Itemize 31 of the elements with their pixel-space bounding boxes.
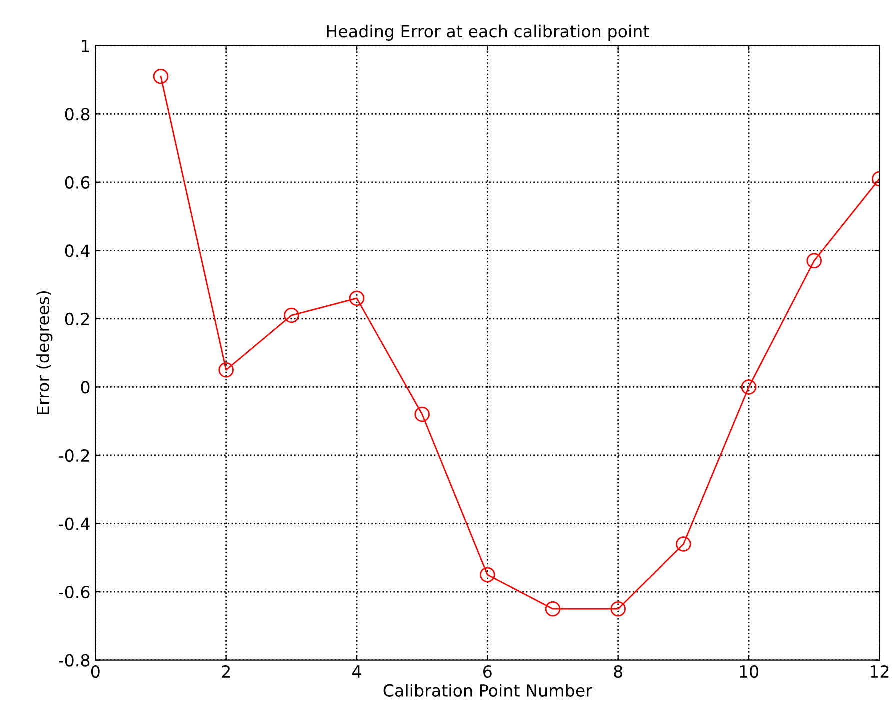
y-tick-label: -0.6 (59, 586, 90, 599)
x-tick-label: 4 (352, 666, 362, 678)
point (610, 601, 626, 617)
point (676, 536, 692, 552)
y-tick-label: 0 (81, 381, 90, 394)
y-tick-label: 0.2 (65, 312, 90, 326)
y-tick-label: 0.6 (65, 176, 90, 189)
point (284, 308, 300, 324)
point (414, 406, 430, 422)
y-tick-label: 1 (82, 40, 90, 52)
x-tick-label: 6 (484, 665, 492, 678)
point (741, 380, 757, 395)
x-tick-label: 10 (740, 665, 759, 678)
x-tick-label: 8 (614, 665, 623, 678)
y-axis-title: Error (degrees) (36, 292, 53, 414)
x-tick-label: 0 (91, 665, 100, 678)
x-tick-label: 12 (870, 665, 889, 678)
point (153, 68, 169, 84)
x-axis-title: Calibration Point Number (384, 684, 592, 697)
point (806, 253, 822, 269)
y-tick-label: -0.4 (59, 518, 90, 530)
point (218, 362, 234, 378)
chart-title: Heading Error at each calibration point (327, 24, 650, 41)
y-tick-label: 0.8 (65, 108, 90, 121)
y-tick-label: 0.4 (65, 244, 90, 258)
point (545, 601, 561, 617)
point (480, 567, 496, 583)
y-tick-label: -0.8 (59, 654, 90, 667)
y-tick-label: -0.2 (59, 449, 90, 462)
point (349, 290, 365, 306)
x-tick-label: 2 (222, 665, 230, 678)
